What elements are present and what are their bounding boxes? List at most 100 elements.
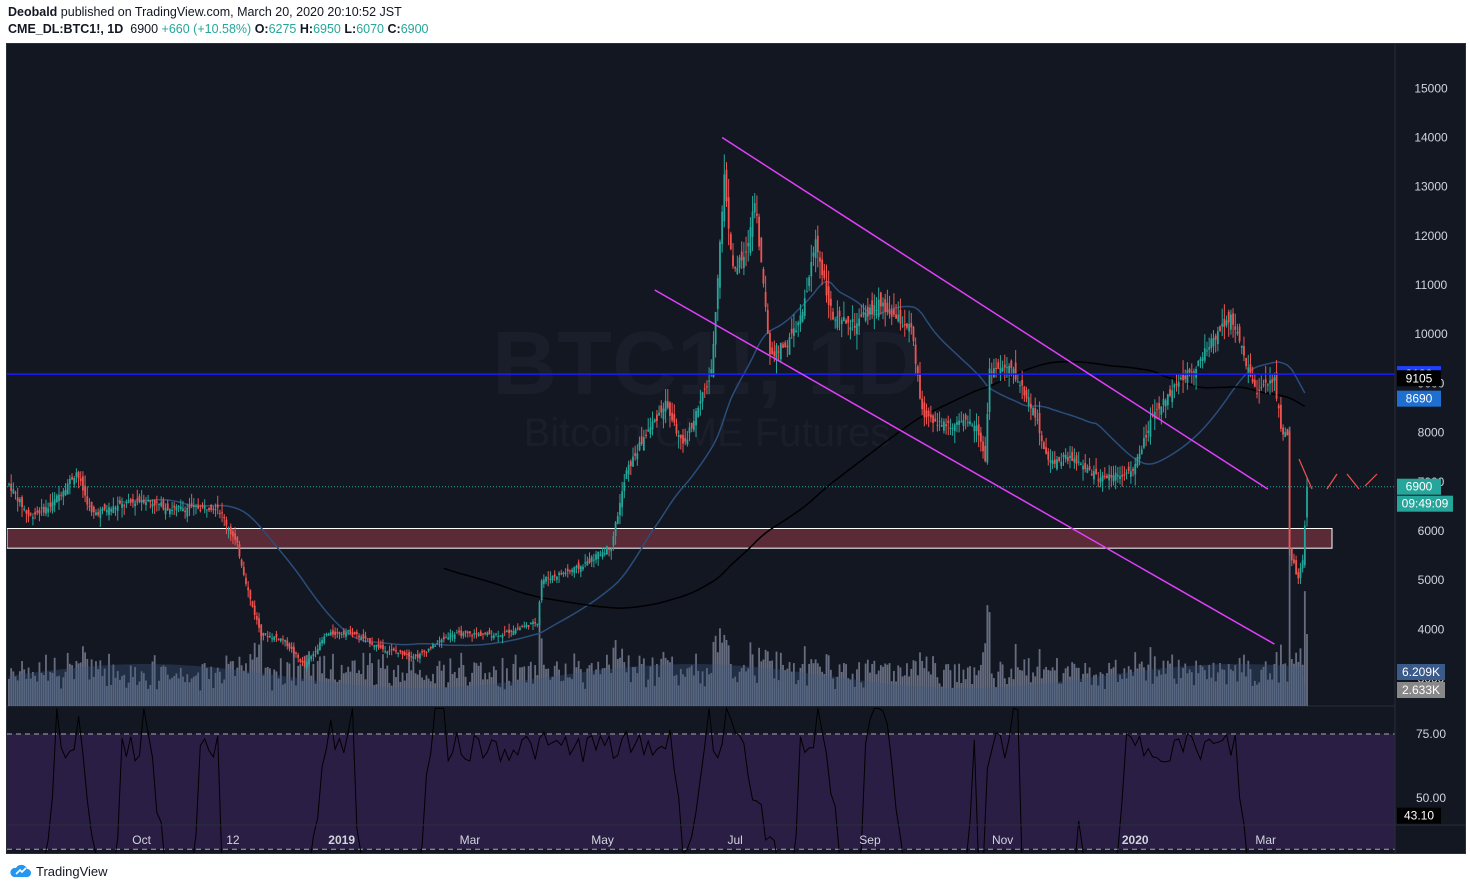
volume-bar [423, 679, 426, 706]
volume-bar [623, 662, 626, 706]
candle-body [1062, 454, 1065, 458]
time-axis[interactable]: Oct 12 2019 Mar May Jul Sep Nov 2020 Mar [7, 824, 1465, 847]
low-value: 6070 [356, 22, 384, 36]
volume-bar [936, 677, 939, 706]
volume-bar [1197, 673, 1200, 706]
volume-bar [1056, 658, 1058, 706]
volume-bar [38, 662, 41, 706]
candle-body [416, 654, 419, 658]
volume-layer [8, 426, 1308, 706]
volume-bar [466, 685, 469, 706]
close-label: C: [387, 22, 401, 36]
candle-body [1058, 457, 1061, 461]
volume-bar [784, 670, 787, 706]
volume-bar [66, 652, 69, 706]
candle-body [738, 257, 741, 269]
volume-bar [129, 665, 132, 706]
candle-body [1077, 461, 1080, 463]
candle-body [584, 562, 587, 564]
volume-bar [1236, 681, 1239, 706]
candle-body [1129, 471, 1132, 477]
volume-bar [1058, 683, 1061, 706]
price-axis[interactable]: 3000400050006000700080009000100001100012… [1394, 44, 1453, 853]
candle-body [1110, 474, 1113, 478]
candle-body [99, 509, 102, 518]
open-value: 6275 [268, 22, 297, 36]
volume-bar [379, 667, 382, 706]
candle-body [990, 371, 993, 373]
candle-body [1295, 560, 1298, 575]
candle-body [890, 309, 893, 317]
candle-body [906, 323, 908, 328]
candle-body [516, 627, 519, 629]
author-name[interactable]: Deobald [8, 5, 58, 19]
volume-bar [732, 678, 734, 706]
candle-body [753, 203, 756, 213]
candle-body [1127, 466, 1130, 471]
volume-bar [519, 667, 521, 706]
volume-bar [940, 686, 943, 706]
volume-bar [1140, 661, 1143, 706]
volume-bar [862, 687, 865, 706]
volume-bar [782, 664, 784, 706]
volume-bar [858, 662, 861, 706]
volume-bar [1184, 663, 1187, 706]
volume-bar [97, 669, 100, 706]
footer: TradingView [0, 855, 1470, 890]
candle-body [988, 368, 991, 413]
candle-body [271, 638, 273, 640]
candle-body [377, 643, 380, 648]
volume-bar [347, 666, 350, 706]
candle-body [49, 502, 52, 507]
candle-body [353, 631, 356, 635]
volume-bar [486, 679, 489, 706]
candle-body [910, 322, 913, 328]
volume-bar [1158, 670, 1161, 706]
candle-body [58, 494, 60, 502]
support-zone-layer [7, 528, 1333, 549]
time-tick-label: 2019 [328, 833, 355, 847]
volume-bar [251, 659, 254, 706]
chart-canvas[interactable]: BTC1!, 1D Bitcoin CME Futures 75.0050.00… [7, 44, 1465, 853]
volume-bar [62, 677, 65, 706]
volume-bar [179, 667, 182, 706]
volume-bar [225, 655, 228, 706]
candle-body [1132, 469, 1134, 471]
candle-body [771, 347, 774, 355]
volume-bar [1219, 663, 1221, 706]
candle-body [814, 239, 817, 259]
volume-bar [338, 679, 341, 706]
candle-body [982, 441, 984, 452]
candle-body [821, 259, 824, 276]
volume-bar [1277, 682, 1280, 706]
candle-body [1101, 475, 1104, 482]
volume-bar [808, 663, 811, 706]
candle-body [692, 421, 695, 430]
candle-body [938, 420, 941, 422]
candle-body [16, 497, 19, 502]
candle-body [582, 566, 584, 570]
candle-body [18, 498, 21, 503]
rsi-last-box [1397, 807, 1441, 824]
volume-bar [973, 667, 976, 706]
candle-body [610, 548, 613, 552]
volume-bar [999, 661, 1002, 706]
candle-body [975, 425, 978, 432]
candle-body [210, 504, 213, 510]
volume-bar [866, 659, 869, 706]
candle-body [775, 345, 778, 360]
candle-body [442, 636, 445, 640]
tradingview-logo[interactable]: TradingView [10, 863, 108, 879]
candle-body [1003, 364, 1006, 368]
candle-body [645, 434, 647, 437]
symbol-label[interactable]: CME_DL:BTC1!, 1D [8, 22, 124, 36]
candle-body [308, 658, 310, 665]
chart-frame[interactable]: BTC1!, 1D Bitcoin CME Futures 75.00 50.00… [6, 43, 1466, 854]
candle-body [1119, 476, 1121, 479]
candle-body [699, 400, 702, 404]
candle-body [884, 299, 887, 312]
volume-bar [901, 676, 904, 706]
candle-body [842, 316, 845, 321]
candle-body [68, 478, 71, 485]
candle-body [784, 342, 787, 348]
